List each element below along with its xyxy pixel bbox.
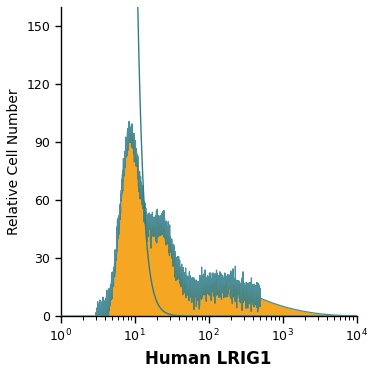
Y-axis label: Relative Cell Number: Relative Cell Number (7, 88, 21, 235)
X-axis label: Human LRIG1: Human LRIG1 (146, 350, 272, 368)
